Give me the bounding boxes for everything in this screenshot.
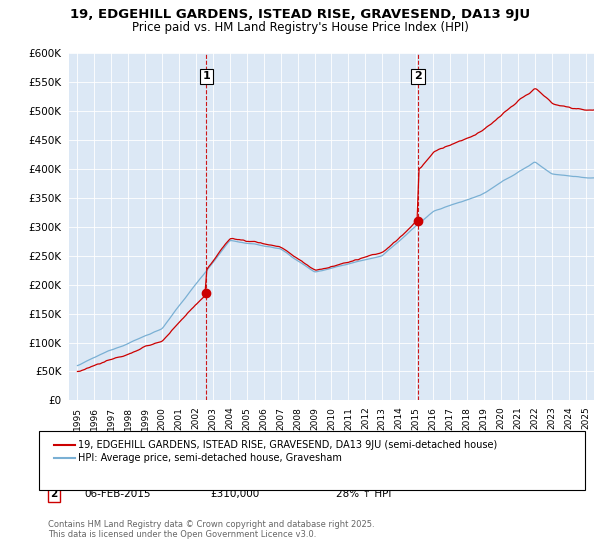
Text: 28% ↑ HPI: 28% ↑ HPI (336, 489, 391, 499)
Text: HPI: Average price, semi-detached house, Gravesham: HPI: Average price, semi-detached house,… (78, 452, 342, 463)
Text: 1: 1 (50, 472, 58, 482)
Text: 2: 2 (50, 489, 58, 499)
Text: £310,000: £310,000 (210, 489, 259, 499)
Text: 06-FEB-2015: 06-FEB-2015 (84, 489, 151, 499)
Text: £185,500: £185,500 (210, 472, 260, 482)
Text: 06-AUG-2002: 06-AUG-2002 (84, 472, 154, 482)
Text: 19, EDGEHILL GARDENS, ISTEAD RISE, GRAVESEND, DA13 9JU: 19, EDGEHILL GARDENS, ISTEAD RISE, GRAVE… (70, 8, 530, 21)
Text: Contains HM Land Registry data © Crown copyright and database right 2025.
This d: Contains HM Land Registry data © Crown c… (48, 520, 374, 539)
Text: 34% ↑ HPI: 34% ↑ HPI (336, 472, 391, 482)
Text: 1: 1 (202, 71, 210, 81)
Text: 2: 2 (414, 71, 422, 81)
Text: Price paid vs. HM Land Registry's House Price Index (HPI): Price paid vs. HM Land Registry's House … (131, 21, 469, 34)
Text: 19, EDGEHILL GARDENS, ISTEAD RISE, GRAVESEND, DA13 9JU (semi-detached house): 19, EDGEHILL GARDENS, ISTEAD RISE, GRAVE… (78, 440, 497, 450)
